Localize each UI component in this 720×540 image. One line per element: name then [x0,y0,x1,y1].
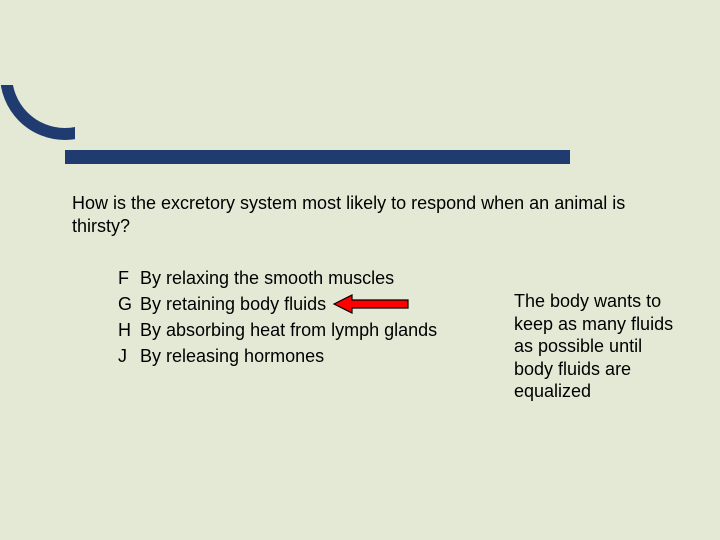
answer-text: By releasing hormones [140,343,324,369]
answer-letter: J [118,343,140,369]
question-text: How is the excretory system most likely … [72,192,632,239]
header-bar [65,150,570,164]
header-arc-top-mask [0,0,180,85]
explanation-text: The body wants to keep as many fluids as… [514,290,674,403]
header-arc [0,10,130,140]
header-arc-mask [75,60,195,150]
answer-letter: F [118,265,140,291]
answer-text: By absorbing heat from lymph glands [140,317,437,343]
answer-letter: G [118,291,140,317]
answer-letter: H [118,317,140,343]
answer-row: F By relaxing the smooth muscles [118,265,672,291]
correct-arrow-icon [332,294,410,314]
answer-text: By relaxing the smooth muscles [140,265,394,291]
answer-text: By retaining body fluids [140,291,326,317]
header-decor [20,30,580,170]
